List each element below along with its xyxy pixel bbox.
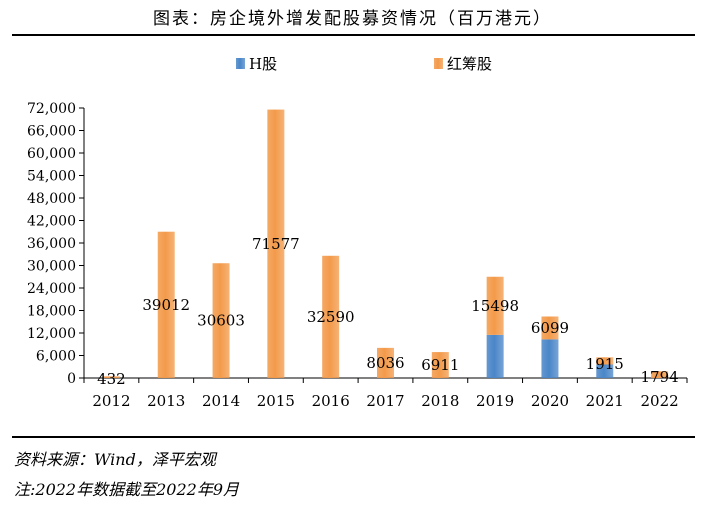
bottom-rule — [12, 436, 695, 438]
y-tick-label: 60,000 — [27, 146, 76, 162]
data-label-2017: 8036 — [366, 354, 404, 372]
data-labels: 432 39012 30603 71577 32590 8036 6911 15498 6099… — [97, 235, 679, 388]
x-tick-label: 2019 — [476, 392, 514, 410]
chart-title: 图表：房企境外增发配股募资情况（百万港元） — [153, 9, 552, 29]
y-tick-label: 42,000 — [27, 214, 76, 230]
date-note: 注:2022年数据截至2022年9月 — [14, 480, 240, 499]
y-tick-label: 0 — [67, 371, 76, 387]
y-tick-label: 6,000 — [36, 349, 76, 365]
x-tick-label: 2015 — [257, 392, 295, 410]
bar-red-chip-2022 — [651, 371, 669, 378]
x-tick-label: 2020 — [531, 392, 569, 410]
y-tick-label: 24,000 — [27, 281, 76, 297]
bar-red-chip-2020 — [541, 316, 559, 340]
y-tick-label: 72,000 — [27, 101, 76, 117]
bar-h-share-2021 — [596, 364, 614, 378]
bar-red-chip-2016 — [322, 255, 340, 378]
data-label-2015: 71577 — [252, 235, 300, 253]
y-tick-label: 48,000 — [27, 191, 76, 207]
y-tick-label: 54,000 — [27, 169, 76, 185]
y-tick-label: 12,000 — [27, 326, 76, 342]
data-label-2021: 1915 — [586, 355, 624, 373]
legend-swatch-h-share — [236, 58, 245, 69]
bar-h-share-2019 — [486, 334, 504, 378]
data-label-2019: 15498 — [471, 297, 519, 315]
x-tick-label: 2021 — [586, 392, 624, 410]
x-tick-label: 2013 — [147, 392, 185, 410]
data-label-2012: 432 — [97, 370, 126, 388]
bar-red-chip-2019 — [486, 276, 504, 335]
legend-label-red-chip: 红筹股 — [447, 55, 492, 73]
bars — [102, 109, 669, 379]
y-tick-label: 30,000 — [27, 259, 76, 275]
bar-red-chip-2018 — [431, 352, 449, 378]
data-label-2018: 6911 — [421, 356, 459, 374]
legend: H股 红筹股 — [236, 55, 492, 73]
data-label-2013: 39012 — [142, 296, 190, 314]
data-label-2016: 32590 — [307, 308, 355, 326]
x-tick-label: 2022 — [640, 392, 678, 410]
top-rule — [12, 34, 695, 36]
legend-label-h-share: H股 — [249, 55, 277, 73]
bar-red-chip-2015 — [267, 109, 285, 379]
bar-red-chip-2013 — [157, 231, 175, 378]
bar-red-chip-2014 — [212, 263, 230, 378]
y-tick-label: 66,000 — [27, 124, 76, 140]
source-note: 资料来源：Wind，泽平宏观 — [14, 450, 216, 469]
data-label-2014: 30603 — [197, 312, 245, 330]
x-tick-label: 2016 — [312, 392, 350, 410]
axes: 0 6,000 12,000 18,000 24,000 30,000 36,000 42,0… — [27, 101, 688, 410]
bar-chart: H股 红筹股 0 6,000 12,000 18,000 24,000 30,000 36,0… — [27, 55, 688, 410]
x-tick-label: 2012 — [92, 392, 130, 410]
legend-swatch-red-chip — [434, 58, 443, 69]
x-tick-label: 2017 — [366, 392, 404, 410]
y-tick-label: 36,000 — [27, 236, 76, 252]
bar-red-chip-2017 — [377, 347, 394, 378]
bar-red-chip-2021 — [596, 357, 614, 365]
bar-h-share-2020 — [541, 339, 559, 378]
x-tick-label: 2018 — [421, 392, 459, 410]
data-label-2020: 6099 — [531, 319, 569, 337]
x-tick-label: 2014 — [202, 392, 240, 410]
y-tick-label: 18,000 — [27, 304, 76, 320]
data-label-2022: 1794 — [640, 368, 678, 386]
bar-red-chip-2012 — [102, 376, 120, 378]
